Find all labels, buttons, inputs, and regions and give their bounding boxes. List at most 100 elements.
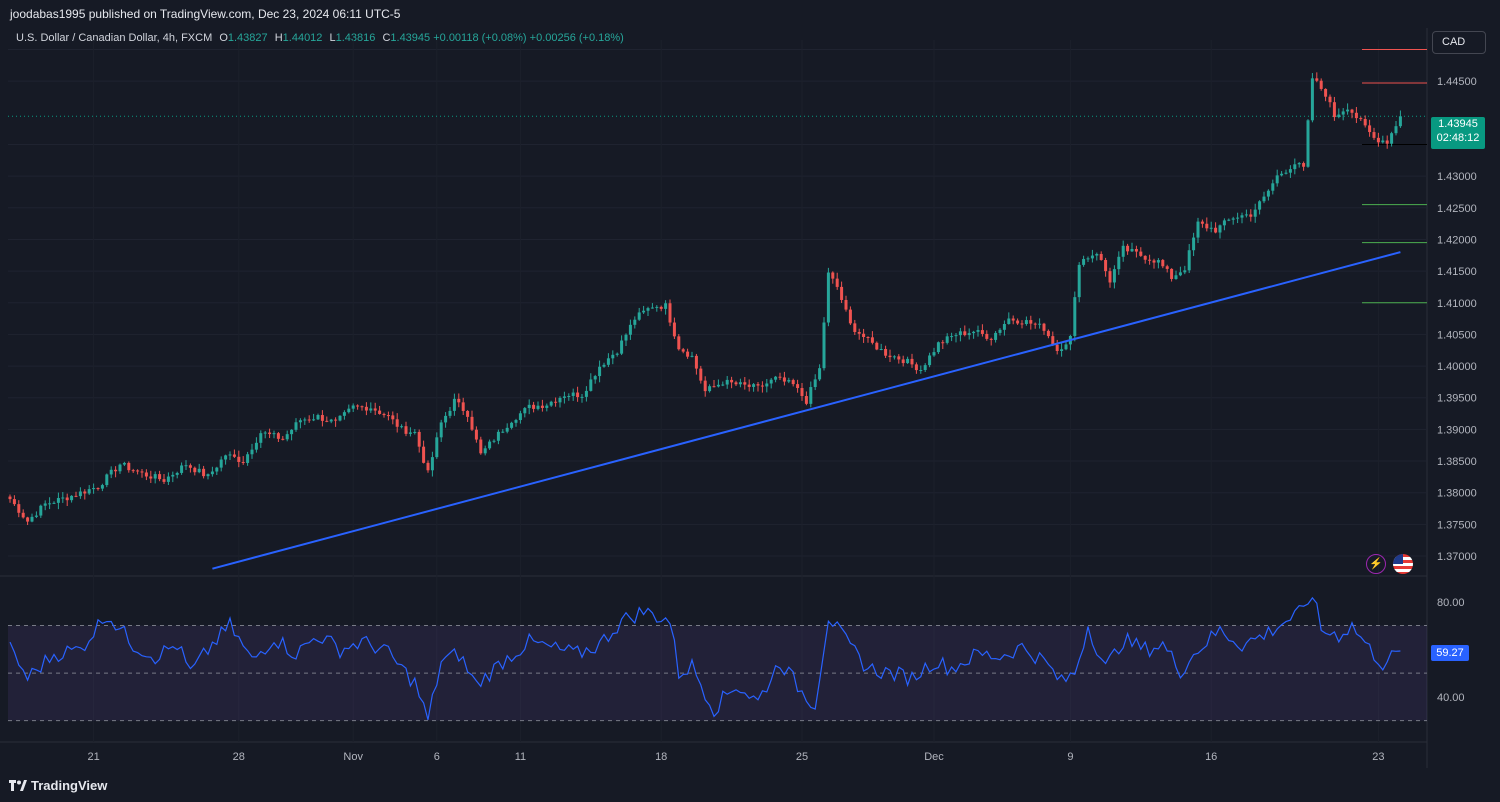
candle-body-up	[347, 408, 351, 413]
candle-body-down	[1319, 80, 1323, 89]
candle-body-down	[730, 379, 734, 383]
candle-body-up	[1077, 264, 1081, 298]
candle-body-up	[664, 303, 668, 309]
candle-body-up	[272, 433, 276, 435]
candle-body-down	[699, 368, 703, 381]
candle-body-up	[1253, 209, 1257, 217]
candle-body-down	[373, 408, 377, 411]
candle-body-down	[1200, 221, 1204, 224]
candle-body-up	[945, 336, 949, 343]
candle-body-down	[232, 454, 236, 457]
support-trendline	[212, 251, 1401, 570]
candle-body-up	[316, 415, 320, 420]
us-flag-icon[interactable]	[1393, 554, 1413, 574]
price-tick-label: 1.38000	[1437, 488, 1477, 500]
candle-body-up	[48, 503, 52, 505]
candle-body-down	[888, 355, 892, 358]
candle-body-up	[1293, 164, 1297, 170]
candle-body-up	[633, 319, 637, 325]
candle-body-down	[1249, 214, 1253, 217]
candle-body-up	[246, 454, 250, 463]
candle-body-up	[1196, 221, 1200, 238]
tradingview-brand[interactable]: TradingView	[9, 778, 107, 793]
candle-body-up	[1086, 258, 1090, 260]
candle-body-down	[1104, 259, 1108, 272]
candle-body-down	[804, 396, 808, 404]
candle-body-up	[1258, 201, 1262, 210]
candle-body-up	[976, 330, 980, 332]
currency-button[interactable]: CAD	[1432, 31, 1486, 54]
rsi-band-fill	[8, 625, 1427, 721]
candle-body-up	[818, 368, 822, 380]
candle-body-up	[1174, 275, 1178, 279]
candle-body-down	[694, 355, 698, 369]
candle-body-down	[1134, 248, 1138, 252]
candle-body-down	[1011, 318, 1015, 321]
time-tick-label: Dec	[924, 751, 944, 763]
candle-body-down	[1324, 88, 1328, 97]
time-tick-label: 9	[1067, 751, 1073, 763]
candle-body-up	[690, 355, 694, 357]
candle-body-up	[1007, 318, 1011, 325]
candle-body-up	[826, 272, 830, 323]
candle-body-up	[1341, 111, 1345, 115]
candle-body-down	[853, 323, 857, 332]
candle-body-down	[356, 405, 360, 407]
candle-body-down	[1042, 323, 1046, 331]
candle-body-down	[1099, 253, 1103, 260]
candle-body-down	[1376, 137, 1380, 143]
candle-body-down	[1165, 266, 1169, 269]
candle-body-down	[712, 386, 716, 388]
open-value: 1.43827	[227, 32, 268, 44]
price-tick-label: 1.39000	[1437, 424, 1477, 436]
low-value: 1.43816	[335, 32, 376, 44]
symbol-description[interactable]: U.S. Dollar / Canadian Dollar, 4h, FXCM	[16, 32, 213, 44]
candle-body-up	[580, 396, 584, 398]
candle-body-down	[989, 338, 993, 340]
candle-body-up	[105, 474, 109, 486]
candle-body-up	[584, 390, 588, 397]
candle-body-up	[408, 432, 412, 434]
candle-body-down	[756, 384, 760, 386]
candle-body-up	[180, 465, 184, 473]
candle-body-up	[56, 498, 60, 503]
candle-body-down	[127, 462, 131, 471]
candle-body-up	[1002, 324, 1006, 330]
low-label: L	[329, 32, 336, 44]
candle-body-up	[549, 401, 553, 406]
candle-body-up	[1060, 349, 1064, 352]
candle-body-down	[1205, 223, 1209, 229]
candle-body-up	[1240, 215, 1244, 218]
candle-body-down	[796, 384, 800, 389]
candle-body-down	[1372, 132, 1376, 138]
candle-body-up	[1244, 214, 1248, 216]
candle-body-up	[611, 354, 615, 359]
candle-body-up	[369, 408, 373, 411]
candle-body-up	[932, 352, 936, 356]
candle-body-down	[840, 286, 844, 300]
lightning-icon[interactable]: ⚡	[1366, 554, 1386, 574]
candle-body-up	[1390, 133, 1394, 144]
candle-body-up	[954, 335, 958, 337]
high-value: 1.44012	[282, 32, 323, 44]
candle-body-up	[637, 312, 641, 320]
candle-body-up	[598, 366, 602, 377]
tradingview-logo-icon	[9, 780, 27, 791]
candle-body-up	[100, 485, 104, 489]
candle-body-up	[61, 497, 65, 499]
candle-body-up	[936, 342, 940, 353]
time-tick-label: 21	[87, 751, 99, 763]
candle-body-up	[263, 432, 267, 434]
candle-body-down	[1143, 255, 1147, 260]
candle-body-up	[1192, 237, 1196, 251]
candle-body-up	[1310, 78, 1314, 121]
candle-body-up	[1117, 256, 1121, 270]
candle-body-up	[769, 379, 773, 384]
candle-body-up	[1156, 260, 1160, 263]
candle-body-up	[725, 379, 729, 385]
candle-body-up	[492, 440, 496, 442]
candle-body-up	[545, 405, 549, 408]
candle-body-down	[114, 469, 118, 472]
candle-body-up	[312, 419, 316, 421]
